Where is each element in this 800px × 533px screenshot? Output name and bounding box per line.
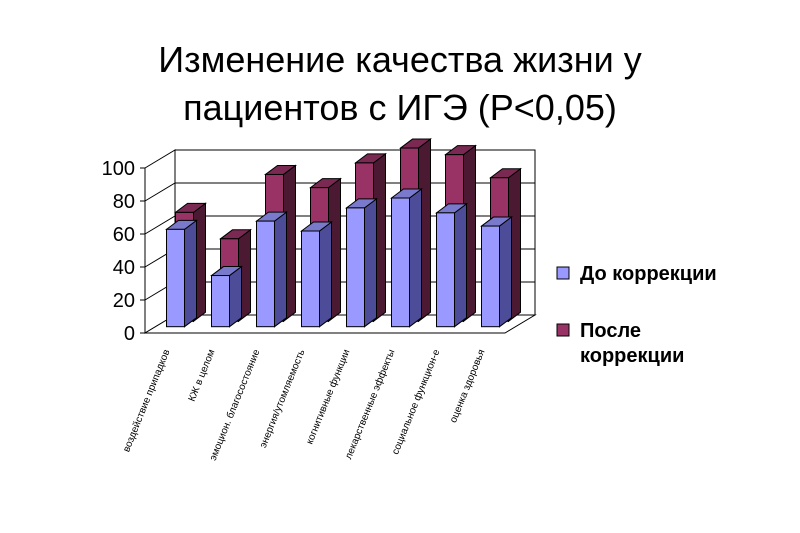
bar-before-side bbox=[409, 188, 422, 328]
x-category-label: лекарственные эффекты bbox=[342, 348, 397, 461]
chart-title: Изменение качества жизни у пациентов с И… bbox=[0, 36, 800, 132]
y-axis-ticks: 0 20 40 60 80 100 bbox=[102, 158, 146, 345]
x-category-label: социальное функцион-е bbox=[389, 347, 442, 456]
x-category-label: воздействие припадков bbox=[121, 348, 172, 454]
bar-before bbox=[165, 219, 198, 328]
bar-before-front bbox=[301, 230, 320, 328]
legend-label-after-line-1: После bbox=[580, 320, 641, 342]
x-category-label: оценка здоровья bbox=[448, 348, 487, 424]
y-tick-label: 80 bbox=[113, 191, 135, 213]
bar-before bbox=[210, 265, 243, 328]
bar-before-side bbox=[274, 211, 287, 328]
chart-legend: До коррекции После коррекции bbox=[556, 263, 717, 367]
bar-before bbox=[480, 216, 513, 328]
bar-before-side bbox=[319, 221, 332, 328]
bar-before-front bbox=[166, 228, 185, 328]
bar-before bbox=[255, 211, 288, 328]
y-tick-label: 40 bbox=[113, 257, 135, 279]
legend-label-before: До коррекции bbox=[580, 263, 717, 285]
bar-before bbox=[300, 221, 333, 328]
x-category-label: когнитивные функции bbox=[303, 348, 352, 446]
bar-before bbox=[345, 197, 378, 328]
bar-before-side bbox=[229, 265, 242, 328]
bar-before-front bbox=[436, 212, 455, 328]
x-category-label: энергия/утомляемость bbox=[258, 348, 308, 450]
x-category-label: эмоцион. благосостояние bbox=[207, 347, 263, 462]
chart-floor bbox=[143, 314, 537, 334]
y-tick-label: 100 bbox=[102, 158, 135, 180]
bar-before-side bbox=[454, 202, 467, 328]
bar-before bbox=[435, 202, 468, 328]
bar-before-side bbox=[499, 216, 512, 328]
bar-before-side bbox=[184, 219, 197, 328]
chart-title-line-2: пациентов с ИГЭ (P<0,05) bbox=[183, 87, 617, 128]
legend-label-after-line-2: коррекции bbox=[580, 345, 684, 367]
bar-before-front bbox=[211, 275, 230, 328]
x-axis-categories: воздействие припадков КЖ в целомэмоцион. … bbox=[121, 347, 487, 462]
bar-before-front bbox=[481, 225, 500, 328]
bar-before-side bbox=[364, 197, 377, 328]
chart-title-line-1: Изменение качества жизни у bbox=[158, 39, 642, 80]
legend-swatch-before bbox=[556, 266, 570, 280]
chart-bars bbox=[165, 138, 522, 328]
legend-swatch-after bbox=[556, 323, 570, 337]
y-tick-label: 20 bbox=[113, 290, 135, 312]
bar-before-front bbox=[346, 207, 365, 328]
bar-before-front bbox=[256, 220, 275, 328]
x-category-label: КЖ в целом bbox=[187, 348, 218, 403]
y-tick-label: 60 bbox=[113, 224, 135, 246]
bar-before bbox=[390, 188, 423, 328]
y-tick-label: 0 bbox=[124, 323, 135, 345]
bar-before-front bbox=[391, 197, 410, 328]
